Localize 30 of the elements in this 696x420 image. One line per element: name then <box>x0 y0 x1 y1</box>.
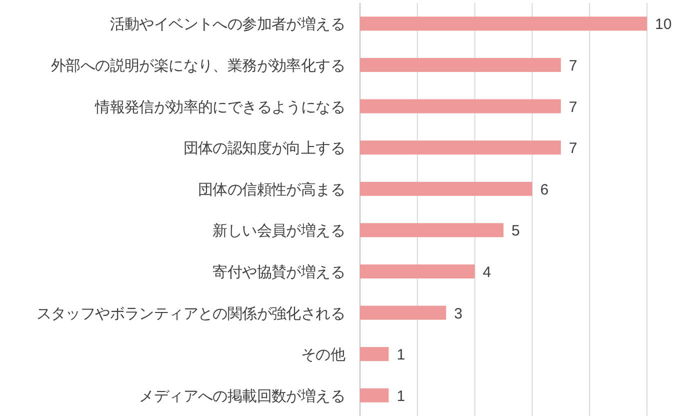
data-label: 7 <box>568 140 578 158</box>
data-label: 6 <box>540 181 549 198</box>
bar <box>360 140 561 155</box>
y-tick-label: 外部への説明が楽になり、業務が効率化する <box>50 57 345 74</box>
data-label: 4 <box>482 264 492 281</box>
y-tick-label: 寄付や協賛が増える <box>212 264 345 281</box>
y-tick-label: 情報発信が効率的にできるようになる <box>94 98 345 116</box>
bar <box>360 16 647 31</box>
data-label: 5 <box>512 222 520 240</box>
bar <box>360 388 389 402</box>
data-label: 1 <box>396 346 406 364</box>
y-tick-label: 活動やイベントへの参加者が増える <box>110 16 345 34</box>
y-tick-label: スタッフやボランティアとの関係が強化される <box>36 305 345 322</box>
y-tick-label: 団体の信頼性が高まる <box>198 181 345 198</box>
bar <box>360 264 475 278</box>
bar <box>360 306 446 320</box>
bar <box>360 223 504 238</box>
y-tick-label: メディアへの掲載回数が増える <box>139 388 345 405</box>
bar <box>360 99 561 114</box>
data-label: 3 <box>454 305 462 322</box>
bar <box>360 182 532 196</box>
y-tick-label: 新しい会員が増える <box>212 222 345 240</box>
y-tick-label: 団体の認知度が向上する <box>183 140 345 158</box>
y-tick-label: その他 <box>300 346 346 364</box>
data-label: 10 <box>655 16 672 34</box>
bar <box>360 347 389 362</box>
data-label: 7 <box>568 57 578 74</box>
bar <box>360 58 561 72</box>
data-label: 1 <box>396 388 406 405</box>
data-label: 7 <box>568 98 578 116</box>
